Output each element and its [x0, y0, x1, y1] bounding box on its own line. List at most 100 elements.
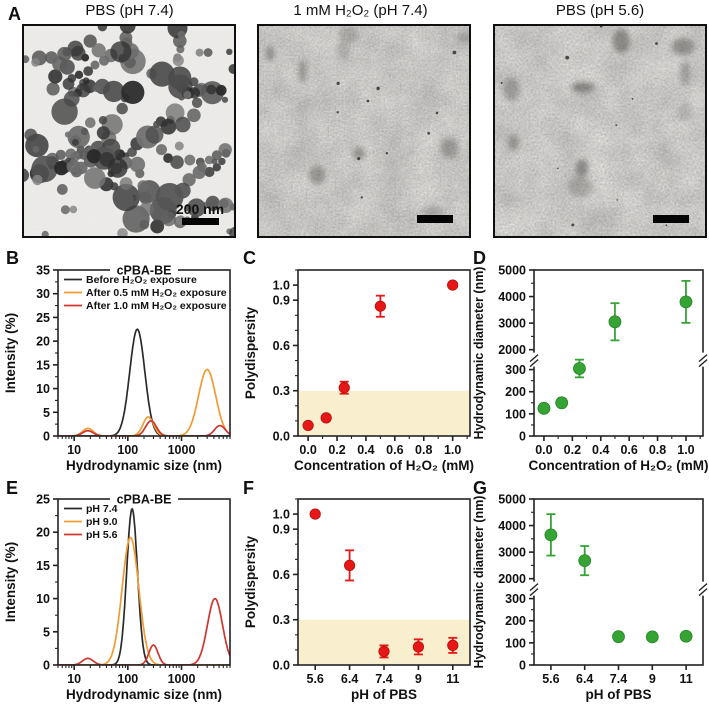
scale-bar — [653, 215, 689, 223]
svg-text:25: 25 — [36, 493, 50, 507]
svg-text:0: 0 — [519, 430, 526, 444]
svg-text:After 0.5 mM H₂O₂ exposure: After 0.5 mM H₂O₂ exposure — [86, 287, 227, 299]
svg-text:0.0: 0.0 — [273, 659, 290, 673]
svg-text:0: 0 — [43, 430, 50, 444]
svg-text:1000: 1000 — [168, 672, 196, 686]
svg-text:After 1.0 mM H₂O₂ exposure: After 1.0 mM H₂O₂ exposure — [86, 300, 227, 312]
svg-text:Hydrodynamic size (nm): Hydrodynamic size (nm) — [66, 687, 222, 702]
svg-text:0.2: 0.2 — [328, 443, 345, 457]
svg-text:0.6: 0.6 — [273, 339, 290, 353]
svg-text:4000: 4000 — [498, 290, 526, 304]
svg-text:20: 20 — [36, 335, 50, 349]
tem-canvas — [259, 26, 469, 236]
svg-text:5.6: 5.6 — [542, 672, 559, 686]
svg-text:3000: 3000 — [498, 317, 526, 331]
svg-text:1000: 1000 — [168, 443, 196, 457]
tem-title-pbs-ph74: PBS (pH 7.4) — [85, 2, 174, 19]
panel-f-plot: 0.0 0.3 0.6 0.91.0 5.6 6.4 7.4 9 11 pH of PBS Poly… — [243, 498, 471, 702]
svg-text:35: 35 — [36, 264, 50, 278]
svg-text:Hydrodynamic diameter (nm): Hydrodynamic diameter (nm) — [472, 267, 486, 440]
tem-canvas: 200 nm — [24, 26, 234, 236]
panel-g-diameter-chart: 2000 3000 4000 5000 0 100 200 300 5.6 6.4 7.4 9 11 pH… — [470, 477, 709, 705]
svg-text:25: 25 — [36, 311, 50, 325]
svg-text:cPBA-BE: cPBA-BE — [117, 264, 172, 278]
svg-text:5.6: 5.6 — [307, 672, 324, 686]
panel-g-plot: 2000 3000 4000 5000 0 100 200 300 5.6 6.4 7.4 9 11 pH… — [472, 493, 708, 702]
scalebar-label: 200 nm — [176, 201, 224, 217]
svg-text:0.3: 0.3 — [273, 384, 290, 398]
svg-text:100: 100 — [117, 672, 138, 686]
svg-text:11: 11 — [679, 672, 692, 686]
panel-f-polydispersity-chart: 0.0 0.3 0.6 0.9 1.0 5.6 6.4 7.4 9 11 pH of PBS Poly… — [240, 477, 476, 705]
svg-text:9: 9 — [415, 672, 422, 686]
svg-text:pH of PBS: pH of PBS — [586, 687, 652, 702]
svg-text:0.9: 0.9 — [273, 294, 290, 308]
svg-text:1.0: 1.0 — [677, 443, 694, 457]
tem-title-pbs-ph56: PBS (pH 5.6) — [555, 2, 645, 19]
panel-label-d: D — [473, 248, 486, 268]
svg-text:11: 11 — [446, 672, 459, 686]
svg-text:1.0: 1.0 — [273, 508, 290, 522]
svg-text:5: 5 — [43, 625, 50, 639]
svg-text:1.0: 1.0 — [273, 279, 290, 293]
svg-text:9: 9 — [649, 672, 656, 686]
svg-text:0.6: 0.6 — [620, 443, 637, 457]
svg-text:0.6: 0.6 — [386, 443, 403, 457]
panel-label-b: B — [6, 248, 19, 268]
scale-bar — [417, 215, 453, 223]
svg-text:0.9: 0.9 — [273, 523, 290, 537]
panel-label-a: A — [8, 4, 21, 24]
svg-text:10: 10 — [36, 382, 50, 396]
panel-label-g: G — [473, 478, 488, 498]
svg-text:100: 100 — [505, 407, 526, 421]
svg-text:15: 15 — [36, 358, 50, 372]
svg-text:6.4: 6.4 — [576, 672, 593, 686]
svg-text:5: 5 — [43, 406, 50, 420]
tem-image-pbs-ph74: 200 nm — [22, 24, 236, 238]
svg-text:0.8: 0.8 — [649, 443, 666, 457]
svg-text:2000: 2000 — [498, 343, 526, 357]
svg-text:0.4: 0.4 — [592, 443, 609, 457]
svg-text:20: 20 — [36, 526, 50, 540]
panel-b-dls-chart: 0 5 10 15 20 25 30 35 10 100 1000 Hydrodynamic size… — [0, 248, 238, 481]
svg-text:0.0: 0.0 — [299, 443, 316, 457]
svg-text:Concentration of H₂O₂ (mM): Concentration of H₂O₂ (mM) — [294, 458, 474, 473]
svg-text:300: 300 — [505, 363, 526, 377]
svg-text:200: 200 — [505, 385, 526, 399]
tem-image-h2o2 — [257, 24, 471, 238]
svg-text:5000: 5000 — [498, 493, 526, 507]
svg-text:100: 100 — [117, 443, 138, 457]
panel-d-diameter-chart: 2000 3000 4000 5000 0 100 200 300 0.0 0.2 0.4 0.6 0.… — [470, 248, 709, 481]
svg-text:Intensity (%): Intensity (%) — [3, 542, 18, 622]
svg-text:0.2: 0.2 — [564, 443, 581, 457]
svg-text:pH 5.6: pH 5.6 — [86, 529, 118, 541]
svg-text:4000: 4000 — [498, 519, 526, 533]
svg-text:0.4: 0.4 — [357, 443, 374, 457]
tem-image-pbs-ph56 — [493, 24, 707, 238]
svg-text:Hydrodynamic size (nm): Hydrodynamic size (nm) — [66, 458, 222, 473]
svg-text:15: 15 — [36, 559, 50, 573]
panel-label-e: E — [6, 478, 19, 498]
svg-text:cPBA-BE: cPBA-BE — [117, 493, 172, 507]
svg-text:0.6: 0.6 — [273, 568, 290, 582]
panel-e-dls-chart: 0 5 10 15 20 25 10 100 1000 Hydrodynamic size (nm… — [0, 477, 238, 705]
svg-text:Hydrodynamic diameter (nm): Hydrodynamic diameter (nm) — [472, 496, 486, 669]
scale-bar — [182, 218, 219, 225]
svg-text:Polydispersity: Polydispersity — [243, 535, 258, 628]
svg-text:Before H₂O₂ exposure: Before H₂O₂ exposure — [86, 274, 197, 286]
svg-text:0.0: 0.0 — [273, 430, 290, 444]
tem-canvas — [495, 26, 705, 236]
svg-text:0.0: 0.0 — [535, 443, 552, 457]
panel-c-polydispersity-chart: 0.0 0.3 0.6 0.9 1.0 0.0 0.2 0.4 0.6 0.8 1.0 Concent… — [240, 248, 476, 481]
panel-label-c: C — [243, 248, 256, 268]
svg-text:100: 100 — [505, 636, 526, 650]
svg-text:pH 9.0: pH 9.0 — [86, 516, 118, 528]
svg-text:10: 10 — [67, 672, 81, 686]
svg-text:5000: 5000 — [498, 264, 526, 278]
panel-label-f: F — [243, 478, 254, 498]
svg-text:pH 7.4: pH 7.4 — [86, 503, 118, 515]
svg-text:7.4: 7.4 — [610, 672, 627, 686]
